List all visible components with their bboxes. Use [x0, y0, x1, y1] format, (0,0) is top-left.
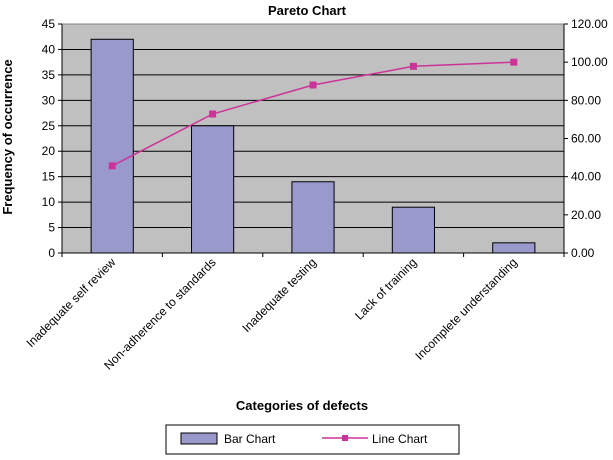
y-tick-label: 25 [42, 119, 56, 133]
bar [391, 206, 435, 254]
legend-line-marker [342, 435, 348, 441]
y-tick-label: 15 [42, 170, 56, 184]
y-tick-label: 45 [42, 17, 56, 31]
bar [191, 125, 235, 254]
y2-tick-label: 20.00 [571, 208, 601, 222]
line-marker [510, 58, 518, 66]
chart-title: Pareto Chart [268, 3, 347, 18]
y-tick-label: 40 [42, 42, 56, 56]
y2-tick-label: 100.00 [571, 55, 608, 69]
bar [291, 181, 335, 254]
x-tick-label: Non-adherence to standards [101, 255, 218, 372]
y-tick-label: 30 [42, 93, 56, 107]
y2-tick-label: 0.00 [571, 246, 595, 260]
legend: Bar Chart Line Chart [165, 424, 460, 455]
x-tick-label: Incomplete understanding [412, 255, 520, 363]
y-tick-label: 10 [42, 195, 56, 209]
x-tick-label: Inadequate self review [24, 255, 119, 350]
x-tick-label: Inadequate testing [239, 255, 319, 335]
legend-bar-label: Bar Chart [224, 432, 276, 446]
y2-tick-label: 60.00 [571, 132, 601, 146]
legend-bar-swatch [180, 432, 218, 445]
y-axis-title: Frequency of occurrence [0, 59, 15, 214]
legend-line-label: Line Chart [372, 432, 428, 446]
y-tick-label: 20 [42, 144, 56, 158]
line-marker [309, 81, 317, 89]
x-axis-title: Categories of defects [236, 398, 368, 413]
y-tick-label: 35 [42, 68, 56, 82]
y2-tick-label: 120.00 [571, 17, 608, 31]
line-marker [108, 162, 116, 170]
y2-tick-label: 80.00 [571, 93, 601, 107]
y-tick-label: 0 [48, 246, 55, 260]
bar [492, 242, 536, 254]
line-marker [209, 110, 217, 118]
line-marker [409, 62, 417, 70]
x-tick-label: Lack of training [352, 255, 419, 322]
y-tick-label: 5 [48, 221, 55, 235]
bar [90, 38, 134, 254]
y2-tick-label: 40.00 [571, 170, 601, 184]
